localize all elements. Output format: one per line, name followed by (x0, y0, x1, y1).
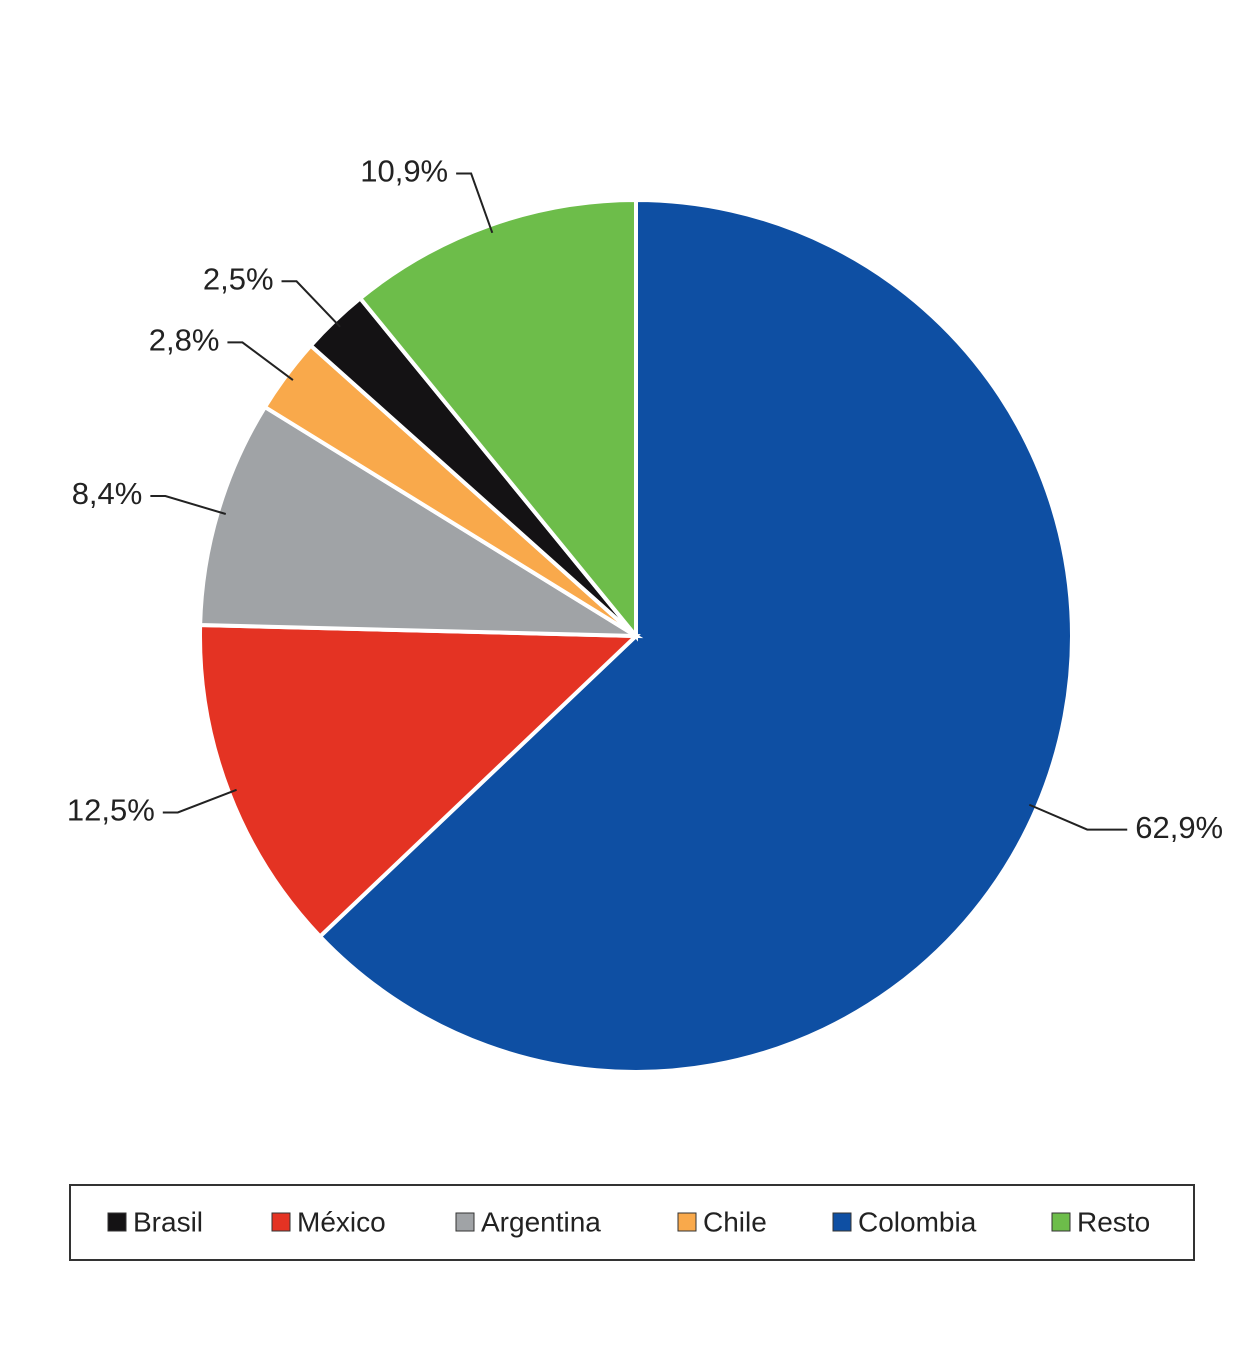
legend-label: Argentina (481, 1206, 601, 1237)
data-label: 10,9% (360, 154, 448, 189)
data-label: 2,5% (203, 261, 274, 296)
legend-box (69, 1184, 1195, 1261)
legend-label: México (297, 1206, 386, 1237)
leader-line (227, 341, 294, 381)
leader-line (150, 495, 227, 515)
legend-swatch (832, 1212, 852, 1232)
legend-label: Colombia (858, 1206, 977, 1237)
leader-line (456, 172, 494, 234)
data-label: 2,8% (149, 323, 220, 358)
data-label: 8,4% (72, 476, 143, 511)
data-label: 12,5% (67, 793, 155, 828)
legend-label: Chile (703, 1206, 767, 1237)
legend-swatch (1051, 1212, 1071, 1232)
legend-label: Resto (1077, 1206, 1150, 1237)
leader-line (162, 788, 237, 814)
data-label: 62,9% (1135, 810, 1223, 845)
leader-line (1028, 803, 1128, 831)
leader-line (281, 280, 341, 328)
legend-swatch (677, 1212, 697, 1232)
legend-swatch (455, 1212, 475, 1232)
legend-swatch (271, 1212, 291, 1232)
legend-label: Brasil (133, 1206, 203, 1237)
legend-swatch (107, 1212, 127, 1232)
